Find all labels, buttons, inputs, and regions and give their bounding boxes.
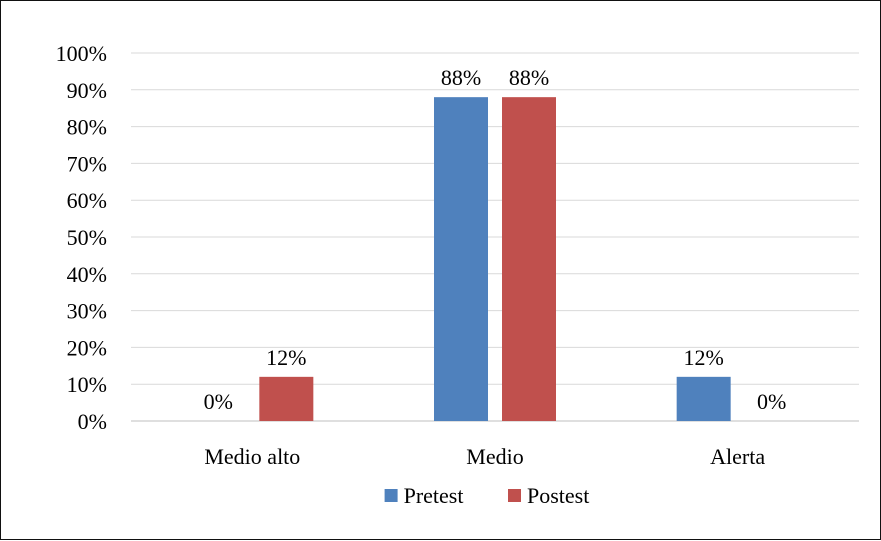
data-label: 12%: [684, 345, 724, 370]
legend-label: Pretest: [404, 483, 464, 508]
y-tick-label: 70%: [67, 151, 107, 176]
y-tick-label: 60%: [67, 188, 107, 213]
y-tick-label: 50%: [67, 225, 107, 250]
data-label: 12%: [266, 345, 306, 370]
bar-pretest: [434, 97, 488, 421]
bars: [259, 97, 731, 421]
x-tick-label: Medio alto: [204, 444, 300, 469]
bar-pretest: [676, 376, 731, 421]
legend-swatch-pretest: [384, 489, 398, 502]
bar-postest: [502, 97, 556, 421]
legend-label: Postest: [527, 483, 589, 508]
y-tick-label: 80%: [67, 115, 107, 140]
x-tick-label: Medio: [466, 444, 523, 469]
data-label: 88%: [441, 65, 481, 90]
data-labels: 0% 12% 88% 88% 12% 0%: [204, 65, 787, 414]
y-tick-label: 90%: [67, 78, 107, 103]
x-tick-label: Alerta: [710, 444, 765, 469]
data-label: 0%: [204, 389, 233, 414]
data-label: 0%: [757, 389, 786, 414]
x-axis-ticks: Medio alto Medio Alerta: [204, 444, 765, 469]
data-label: 88%: [509, 65, 549, 90]
bar-postest: [259, 376, 314, 421]
legend: Pretest Postest: [384, 483, 589, 508]
y-axis-ticks: 0% 10% 20% 30% 40% 50% 60% 70% 80% 90% 100%: [56, 41, 107, 434]
gridlines: [131, 52, 859, 422]
y-tick-label: 10%: [67, 372, 107, 397]
legend-swatch-postest: [508, 489, 521, 502]
y-tick-label: 100%: [56, 41, 107, 66]
y-tick-label: 0%: [78, 409, 107, 434]
y-tick-label: 40%: [67, 262, 107, 287]
y-tick-label: 20%: [67, 335, 107, 360]
y-tick-label: 30%: [67, 299, 107, 324]
